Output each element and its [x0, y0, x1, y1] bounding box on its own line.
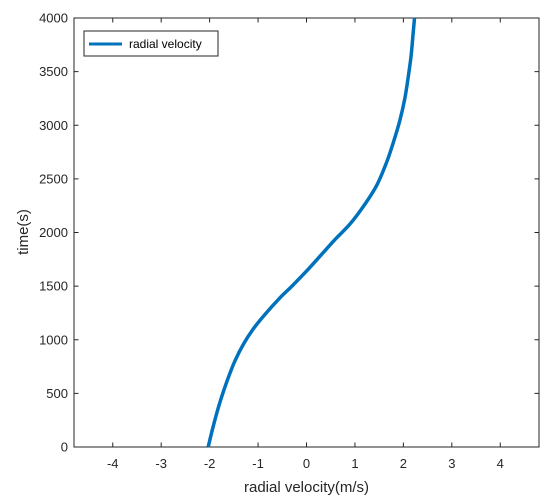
- legend: radial velocity: [83, 30, 219, 57]
- x-tick-label: 1: [351, 456, 358, 471]
- y-tick-label: 1000: [39, 332, 68, 347]
- y-axis-ticks: 0 500 1000 1500 2000 2500 3000 3500 4000: [39, 11, 539, 455]
- series-line: [206, 17, 417, 448]
- y-tick-label: 2000: [39, 225, 68, 240]
- x-tick-label: -4: [107, 456, 119, 471]
- x-tick-label: -2: [204, 456, 216, 471]
- y-tick-label: 0: [61, 440, 68, 455]
- series-layer: [206, 17, 417, 448]
- x-axis-ticks: -4 -3 -2 -1 0 1 2 3 4: [107, 18, 504, 471]
- y-tick-label: 1500: [39, 279, 68, 294]
- x-tick-label: -3: [155, 456, 167, 471]
- y-tick-label: 3500: [39, 64, 68, 79]
- y-tick-label: 2500: [39, 171, 68, 186]
- y-tick-label: 4000: [39, 11, 68, 26]
- y-tick-label: 500: [46, 386, 68, 401]
- x-tick-label: 2: [400, 456, 407, 471]
- y-axis-label: time(s): [15, 209, 32, 255]
- x-tick-label: 4: [497, 456, 504, 471]
- x-axis-label: radial velocity(m/s): [244, 479, 369, 496]
- legend-label: radial velocity: [129, 37, 202, 51]
- x-tick-label: 0: [303, 456, 310, 471]
- plot-area: [73, 17, 540, 448]
- x-tick-label: 3: [448, 456, 455, 471]
- y-tick-label: 3000: [39, 118, 68, 133]
- x-tick-label: -1: [252, 456, 264, 471]
